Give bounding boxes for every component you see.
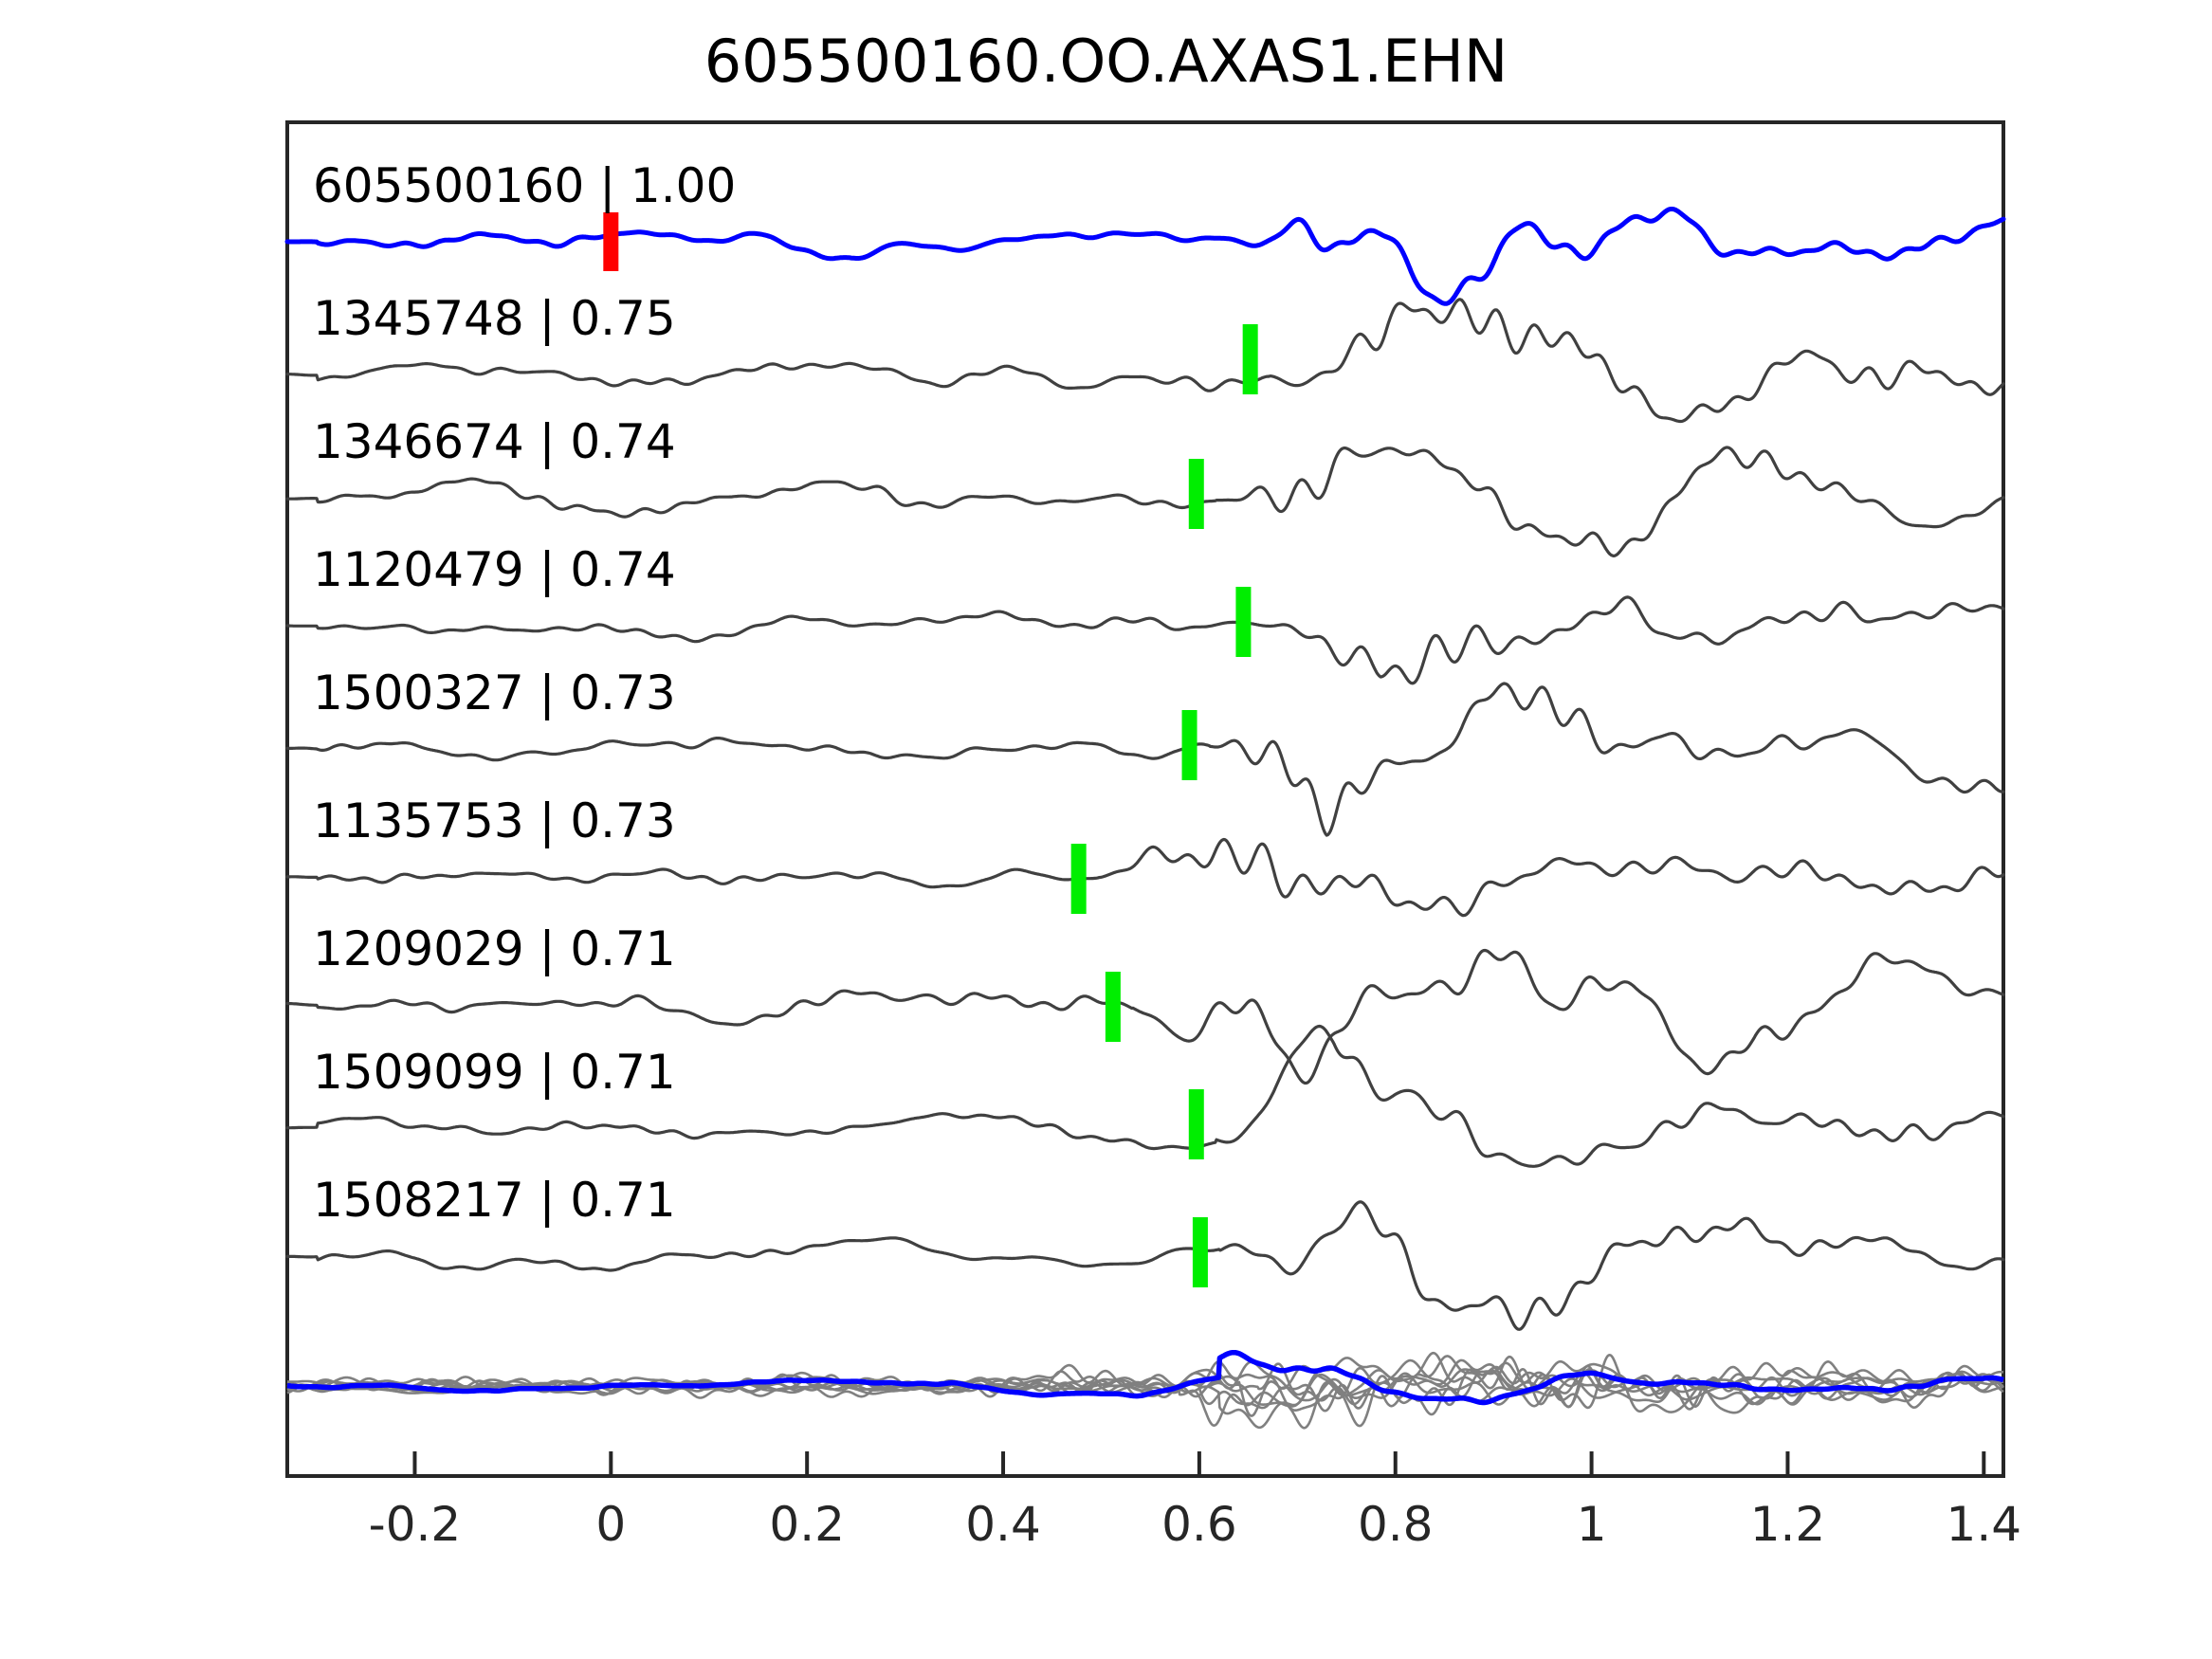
waveform-trace	[285, 837, 2005, 918]
trace-label: 1346674 | 0.74	[313, 414, 676, 469]
waveform-traces	[284, 207, 2006, 1331]
trace-label: 1120479 | 0.74	[313, 542, 676, 597]
waveform-trace	[285, 1200, 2005, 1331]
x-tick-label: 0	[595, 1497, 626, 1552]
pick-markers	[603, 212, 1258, 1287]
page-title: 605500160.OO.AXAS1.EHN	[704, 27, 1508, 96]
detection-pick-marker	[1070, 844, 1087, 914]
x-tick-label: -0.2	[369, 1497, 462, 1552]
detection-pick-marker	[1242, 324, 1258, 394]
detection-pick-marker	[1188, 1089, 1204, 1159]
waveform-trace	[285, 298, 2005, 424]
trace-label: 1508217 | 0.71	[313, 1173, 676, 1228]
trace-label: 1209029 | 0.71	[313, 921, 676, 976]
detection-pick-marker	[1181, 710, 1197, 780]
trace-label: 605500160 | 1.00	[313, 158, 736, 213]
stack-overlay-panel	[285, 1349, 2005, 1430]
trace-labels: 605500160 | 1.00 1345748 | 0.75 1346674 | …	[313, 158, 736, 1228]
waveform-trace	[285, 446, 2005, 557]
x-tick-label: 0.4	[965, 1497, 1041, 1552]
trace-label: 1135753 | 0.73	[313, 793, 676, 848]
axis-frame	[285, 120, 2005, 1478]
detection-pick-marker	[1188, 459, 1204, 529]
x-tick-label: 1.4	[1947, 1497, 2022, 1552]
stack-template-trace	[285, 1349, 2005, 1406]
waveform-trace	[284, 207, 2006, 306]
x-tick-label: 0.2	[769, 1497, 845, 1552]
x-tick-label: 1	[1577, 1497, 1607, 1552]
trace-label: 1509099 | 0.71	[313, 1045, 676, 1100]
reference-pick-marker	[603, 212, 619, 271]
x-axis-ticks: -0.2 0 0.2 0.4 0.6 0.8 1 1.2 1.4	[369, 1451, 2021, 1552]
waveform-trace	[285, 1024, 2005, 1168]
trace-label: 1345748 | 0.75	[313, 291, 676, 346]
detection-pick-marker	[1235, 587, 1252, 657]
detection-pick-marker	[1105, 972, 1121, 1042]
x-tick-label: 0.8	[1358, 1497, 1434, 1552]
trace-label: 1500327 | 0.73	[313, 665, 676, 720]
waveform-trace	[285, 948, 2005, 1085]
waveform-trace	[285, 682, 2005, 837]
x-tick-label: 0.6	[1161, 1497, 1237, 1552]
waveform-trace	[285, 595, 2005, 685]
x-tick-label: 1.2	[1750, 1497, 1826, 1552]
detection-pick-marker	[1192, 1217, 1208, 1287]
